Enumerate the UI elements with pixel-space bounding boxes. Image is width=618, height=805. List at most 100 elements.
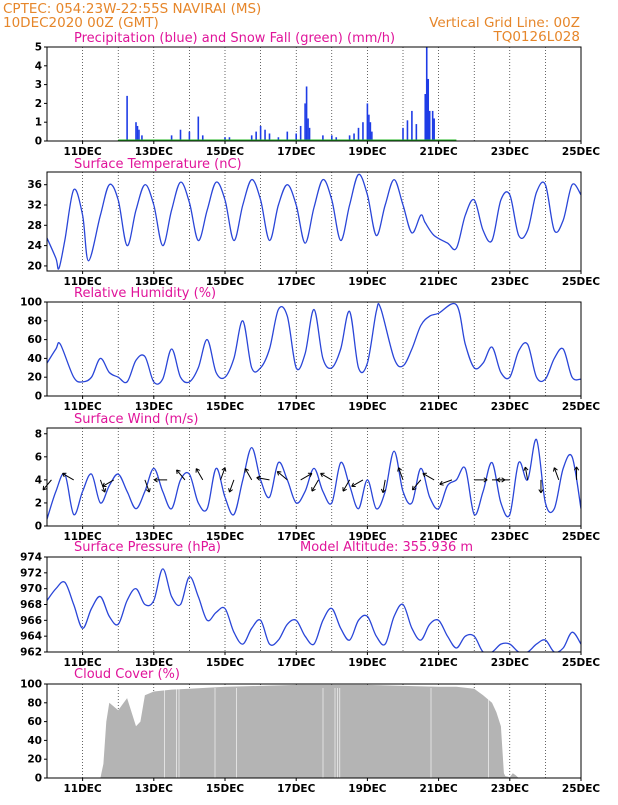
x-tick-label: 17DEC: [277, 657, 316, 669]
precip-bar: [138, 130, 140, 141]
precip-bar: [309, 128, 311, 141]
x-tick-label: 21DEC: [419, 657, 458, 669]
y-tick-label: 1: [35, 117, 42, 129]
y-tick-label: 972: [20, 567, 42, 579]
y-tick-label: 100: [20, 297, 42, 309]
panel-frame: [47, 557, 581, 652]
y-tick-label: 36: [27, 179, 42, 191]
y-tick-label: 2: [35, 497, 42, 509]
wind-arrow-head: [381, 489, 383, 493]
wind-arrow-head: [149, 488, 150, 492]
panel-precip: 01234511DEC13DEC15DEC17DEC19DEC21DEC23DE…: [35, 31, 601, 158]
precip-bar: [368, 115, 370, 141]
y-tick-label: 968: [20, 599, 42, 611]
precip-bar: [304, 103, 306, 141]
x-tick-label: 25DEC: [562, 783, 601, 795]
y-tick-label: 20: [27, 260, 42, 272]
x-tick-label: 15DEC: [206, 783, 245, 795]
x-tick-label: 23DEC: [491, 146, 530, 158]
wind-arrow: [196, 469, 203, 480]
y-tick-label: 100: [20, 679, 42, 691]
header-model-code: TQ0126L028: [492, 29, 580, 45]
pressure-line: [47, 569, 581, 654]
precip-bar: [198, 117, 200, 141]
precip-bar: [429, 111, 431, 141]
y-tick-label: 28: [27, 220, 42, 232]
x-tick-label: 23DEC: [491, 276, 530, 288]
y-tick-label: 3: [35, 79, 42, 91]
x-tick-label: 15DEC: [206, 657, 245, 669]
wind-arrow-head: [553, 468, 554, 472]
x-tick-label: 23DEC: [491, 401, 530, 413]
x-tick-label: 25DEC: [562, 276, 601, 288]
wind-arrow-head: [524, 467, 526, 471]
panel-title: Surface Pressure (hPa): [74, 540, 221, 555]
y-tick-label: 2: [35, 98, 42, 110]
wind-line: [47, 439, 581, 519]
wind-arrow: [352, 480, 363, 487]
precip-bar: [358, 128, 360, 141]
y-tick-label: 8: [35, 428, 42, 440]
y-tick-label: 60: [27, 716, 42, 728]
x-tick-label: 19DEC: [348, 146, 387, 158]
wind-arrow: [301, 473, 312, 480]
panel-frame: [47, 172, 581, 271]
wind-arrow: [381, 480, 385, 493]
x-tick-label: 25DEC: [562, 531, 601, 543]
precip-bar: [427, 79, 429, 141]
wind-arrow: [257, 476, 270, 480]
x-tick-label: 19DEC: [348, 657, 387, 669]
x-tick-label: 23DEC: [491, 783, 530, 795]
panel-pressure: 96296496696897097297411DEC13DEC15DEC17DE…: [20, 540, 600, 669]
x-tick-label: 17DEC: [277, 401, 316, 413]
panel-title: Cloud Cover (%): [74, 667, 180, 682]
precip-bar: [135, 122, 137, 141]
wind-arrow: [312, 480, 319, 491]
y-tick-label: 32: [27, 200, 42, 212]
wind-arrow: [245, 469, 252, 480]
x-tick-label: 19DEC: [348, 401, 387, 413]
wind-arrow: [321, 473, 332, 480]
wind-arrow: [229, 480, 234, 492]
y-tick-label: 20: [27, 754, 42, 766]
panel-annotation: Model Altitude: 355.936 m: [300, 540, 473, 555]
x-tick-label: 17DEC: [277, 276, 316, 288]
y-tick-label: 970: [20, 583, 42, 595]
y-tick-label: 40: [27, 735, 42, 747]
panel-title: Surface Wind (m/s): [74, 412, 198, 427]
precip-bar: [370, 122, 372, 141]
precip-bar: [180, 130, 182, 141]
x-tick-label: 21DEC: [419, 401, 458, 413]
panel-temperature: 202428323611DEC13DEC15DEC17DEC19DEC21DEC…: [27, 157, 600, 288]
precip-bar: [432, 111, 434, 141]
x-tick-label: 21DEC: [419, 276, 458, 288]
x-tick-label: 25DEC: [562, 401, 601, 413]
wind-arrow: [343, 480, 350, 491]
x-tick-label: 23DEC: [491, 657, 530, 669]
x-tick-label: 21DEC: [419, 146, 458, 158]
wind-arrow: [553, 468, 558, 480]
y-tick-label: 40: [27, 353, 42, 365]
y-tick-label: 974: [20, 552, 42, 564]
wind-arrow: [154, 478, 167, 482]
wind-arrow-head: [229, 488, 230, 492]
precip-bar: [367, 103, 369, 141]
precip-bar: [300, 126, 302, 141]
x-tick-label: 15DEC: [206, 401, 245, 413]
precip-bar: [307, 118, 309, 141]
precip-bar: [306, 86, 308, 141]
y-tick-label: 4: [35, 474, 42, 486]
y-tick-label: 80: [27, 315, 42, 327]
x-tick-label: 21DEC: [419, 783, 458, 795]
wind-arrow: [474, 478, 487, 482]
x-tick-label: 11DEC: [63, 783, 102, 795]
panels: 01234511DEC13DEC15DEC17DEC19DEC21DEC23DE…: [20, 31, 600, 795]
y-tick-label: 962: [20, 647, 42, 659]
wind-arrow: [62, 473, 73, 480]
x-tick-label: 17DEC: [277, 783, 316, 795]
cloud-area: [47, 685, 581, 778]
y-tick-label: 24: [27, 240, 42, 252]
x-tick-label: 19DEC: [348, 276, 387, 288]
wind-arrow-head: [177, 470, 178, 474]
precip-bar: [260, 126, 262, 141]
